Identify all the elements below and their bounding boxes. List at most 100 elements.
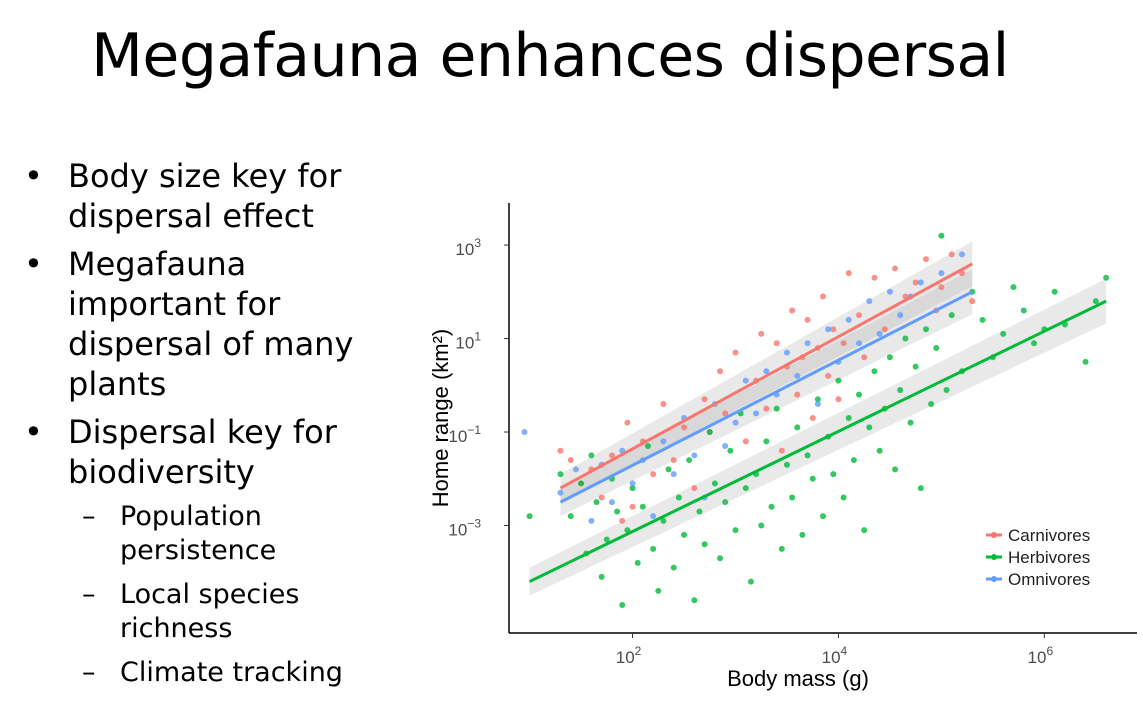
fit-line xyxy=(559,290,973,504)
data-point xyxy=(763,438,770,445)
data-point xyxy=(825,372,832,379)
data-point xyxy=(866,424,873,431)
data-point xyxy=(871,368,878,375)
sub-bullet-item: – Climate tracking xyxy=(22,656,402,690)
sub-bullet-dash: – xyxy=(82,579,96,610)
data-point xyxy=(763,405,770,412)
y-tick-label: 10−1 xyxy=(448,423,481,446)
data-point xyxy=(717,368,724,375)
data-point xyxy=(922,256,929,263)
data-point xyxy=(593,499,600,506)
bullet-item: • Megafauna important for dispersal of m… xyxy=(22,244,402,404)
bullet-list: • Body size key for dispersal effect • M… xyxy=(22,156,402,700)
data-point xyxy=(917,279,924,286)
data-point xyxy=(526,513,533,520)
data-point xyxy=(722,410,729,417)
data-point xyxy=(675,494,682,501)
data-point xyxy=(758,522,765,529)
data-point xyxy=(691,452,698,459)
data-point xyxy=(567,513,574,520)
data-point xyxy=(588,517,595,524)
sub-bullet-text: Local species richness xyxy=(120,579,300,644)
data-point xyxy=(557,489,564,496)
data-point xyxy=(886,288,893,295)
data-point xyxy=(722,443,729,450)
data-point xyxy=(830,471,837,478)
data-point xyxy=(938,232,945,239)
data-point xyxy=(768,503,775,510)
data-point xyxy=(660,517,667,524)
data-point xyxy=(747,578,754,585)
data-point xyxy=(789,307,796,314)
data-point xyxy=(804,316,811,323)
data-point xyxy=(578,480,585,487)
data-point xyxy=(701,396,708,403)
data-point xyxy=(629,480,636,487)
data-point xyxy=(521,429,528,436)
bullet-text: Dispersal key for biodiversity xyxy=(68,413,337,491)
data-point xyxy=(665,466,672,473)
data-point xyxy=(1020,307,1027,314)
data-point xyxy=(608,452,615,459)
data-point xyxy=(1051,288,1058,295)
data-point xyxy=(706,429,713,436)
data-point xyxy=(644,443,651,450)
data-point xyxy=(835,377,842,384)
data-point xyxy=(732,419,739,426)
data-point xyxy=(861,527,868,534)
data-point xyxy=(763,368,770,375)
data-point xyxy=(814,400,821,407)
data-point xyxy=(732,527,739,534)
data-point xyxy=(886,354,893,361)
fit-line xyxy=(528,299,1107,583)
data-point xyxy=(778,447,785,454)
sub-bullet-dash: – xyxy=(82,501,96,532)
data-point xyxy=(938,284,945,291)
data-point xyxy=(557,447,564,454)
scatter-chart: 102 104 106 103 101 10−1 10−3 Body mass (g) Home… xyxy=(420,195,1143,725)
data-point xyxy=(1010,284,1017,291)
data-point xyxy=(1103,274,1110,281)
data-point xyxy=(850,457,857,464)
data-point xyxy=(845,316,852,323)
data-point xyxy=(809,475,816,482)
data-point xyxy=(773,340,780,347)
data-point xyxy=(722,499,729,506)
data-point xyxy=(876,447,883,454)
sub-bullet-item: – Local species richness xyxy=(22,578,402,646)
data-point xyxy=(742,377,749,384)
confidence-band xyxy=(560,269,973,517)
data-point xyxy=(629,485,636,492)
sub-bullet-dash: – xyxy=(82,657,96,688)
y-axis-title: Home range (km²) xyxy=(428,329,453,507)
data-point xyxy=(794,391,801,398)
data-point xyxy=(670,471,677,478)
legend-label: Carnivores xyxy=(1008,526,1090,545)
legend-label: Omnivores xyxy=(1008,570,1090,589)
data-point xyxy=(881,326,888,333)
legend-key-dot xyxy=(991,576,997,582)
data-point xyxy=(655,587,662,594)
data-point xyxy=(830,326,837,333)
data-point xyxy=(912,363,919,370)
data-point xyxy=(1092,298,1099,305)
data-point xyxy=(794,372,801,379)
bullet-item: • Dispersal key for biodiversity xyxy=(22,412,402,492)
data-point xyxy=(1082,358,1089,365)
data-point xyxy=(892,265,899,272)
bullet-text: Body size key for dispersal effect xyxy=(68,157,342,235)
data-point xyxy=(840,494,847,501)
data-point xyxy=(696,508,703,515)
data-point xyxy=(897,386,904,393)
data-point xyxy=(804,452,811,459)
legend-key-dot xyxy=(991,532,997,538)
data-point xyxy=(979,316,986,323)
data-point xyxy=(861,354,868,361)
bullet-dot: • xyxy=(24,157,43,195)
data-point xyxy=(933,344,940,351)
data-point xyxy=(567,457,574,464)
data-point xyxy=(969,298,976,305)
x-tick-label: 102 xyxy=(616,644,642,667)
data-point xyxy=(557,471,564,478)
data-point xyxy=(814,396,821,403)
